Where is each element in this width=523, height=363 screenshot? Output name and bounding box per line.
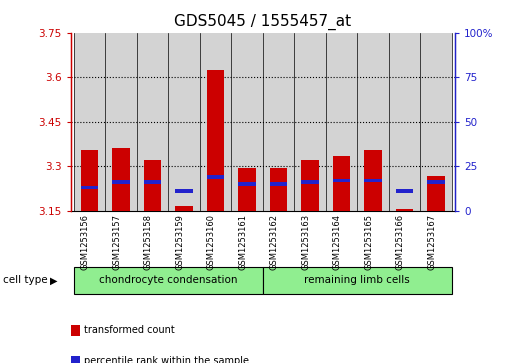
Bar <box>71 325 80 335</box>
Title: GDS5045 / 1555457_at: GDS5045 / 1555457_at <box>174 14 351 30</box>
Bar <box>200 33 231 211</box>
Bar <box>270 168 287 211</box>
Text: cell type: cell type <box>3 276 47 285</box>
Bar <box>396 189 413 193</box>
Text: GSM1253156: GSM1253156 <box>81 214 89 270</box>
Bar <box>365 150 382 211</box>
Text: GSM1253158: GSM1253158 <box>143 214 153 270</box>
Bar <box>333 156 350 211</box>
Bar <box>74 267 263 294</box>
Bar <box>71 356 80 363</box>
Bar <box>175 206 192 211</box>
Text: GSM1253165: GSM1253165 <box>364 214 373 270</box>
Text: remaining limb cells: remaining limb cells <box>304 276 410 285</box>
Bar <box>207 175 224 179</box>
Bar <box>301 180 319 184</box>
Bar <box>427 176 445 211</box>
Text: ▶: ▶ <box>50 276 57 285</box>
Bar <box>238 182 256 185</box>
Bar <box>270 182 287 185</box>
Bar <box>396 209 413 211</box>
Bar <box>112 148 130 211</box>
Text: GSM1253160: GSM1253160 <box>207 214 215 270</box>
Bar <box>420 33 452 211</box>
Text: chondrocyte condensation: chondrocyte condensation <box>99 276 237 285</box>
Text: GSM1253163: GSM1253163 <box>301 214 310 270</box>
Bar <box>175 189 192 193</box>
Text: GSM1253164: GSM1253164 <box>333 214 342 270</box>
Text: GSM1253161: GSM1253161 <box>238 214 247 270</box>
Text: GSM1253159: GSM1253159 <box>175 214 184 270</box>
Text: GSM1253162: GSM1253162 <box>269 214 279 270</box>
Bar <box>137 33 168 211</box>
Bar <box>427 180 445 184</box>
Bar <box>263 267 452 294</box>
Bar <box>301 160 319 211</box>
Text: GSM1253167: GSM1253167 <box>427 214 436 270</box>
Bar <box>168 33 200 211</box>
Bar <box>112 180 130 184</box>
Text: GSM1253157: GSM1253157 <box>112 214 121 270</box>
Bar <box>263 33 294 211</box>
Text: percentile rank within the sample: percentile rank within the sample <box>84 356 248 363</box>
Bar <box>207 70 224 211</box>
Bar <box>389 33 420 211</box>
Bar <box>357 33 389 211</box>
Bar <box>326 33 357 211</box>
Bar <box>81 185 98 189</box>
Bar <box>144 160 161 211</box>
Bar <box>81 150 98 211</box>
Bar <box>238 168 256 211</box>
Bar <box>333 179 350 182</box>
Text: GSM1253166: GSM1253166 <box>395 214 405 270</box>
Bar <box>74 33 105 211</box>
Bar <box>144 180 161 184</box>
Bar <box>294 33 326 211</box>
Text: transformed count: transformed count <box>84 325 175 335</box>
Bar <box>231 33 263 211</box>
Bar <box>105 33 137 211</box>
Bar <box>365 179 382 182</box>
